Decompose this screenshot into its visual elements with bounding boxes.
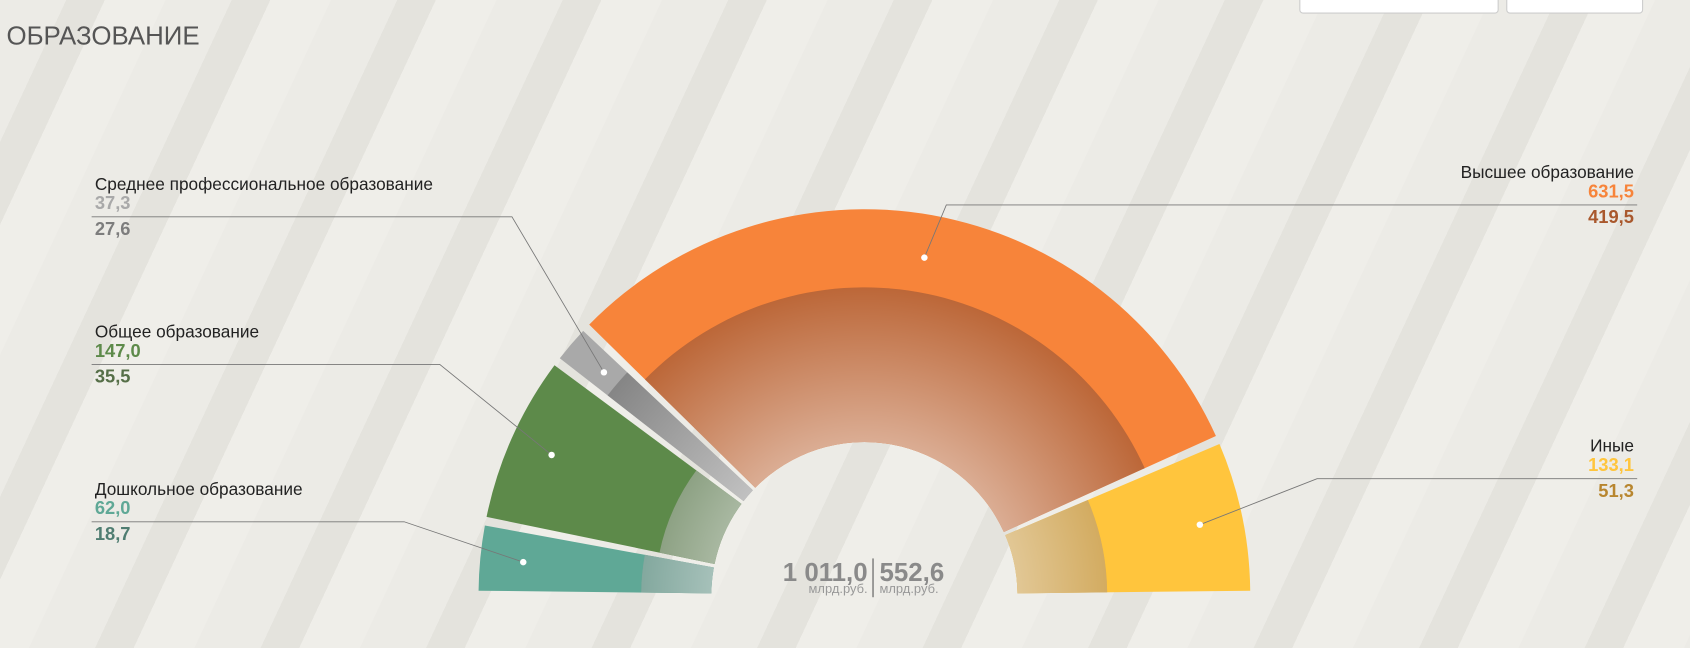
category-label: Высшее образование: [1461, 162, 1634, 182]
sector-glow: [1005, 500, 1108, 594]
dropdown[interactable]: [1506, 0, 1644, 14]
dropdown[interactable]: [1299, 0, 1499, 14]
leader-line: [91, 363, 552, 456]
leader-dot: [520, 558, 527, 566]
value-label: 35,5: [95, 366, 131, 387]
leader-dot: [921, 254, 928, 261]
value-label: 147,0: [95, 340, 141, 361]
value-label: 37,3: [95, 192, 131, 213]
total-label: 552,6: [879, 559, 944, 587]
leader-line: [1199, 478, 1638, 526]
value-label: 27,6: [95, 218, 131, 239]
leader-dot: [1196, 521, 1204, 528]
sector-glow: [641, 554, 714, 594]
category-label: Иные: [1590, 436, 1634, 456]
category-label: Общее образование: [95, 321, 259, 341]
sector-glow: [659, 470, 742, 565]
unit-label: млрд.руб.: [809, 581, 868, 596]
value-label: 419,5: [1588, 206, 1634, 227]
unit-label: млрд.руб.: [879, 581, 938, 596]
leader-dot: [548, 451, 555, 459]
sector-glow: [644, 287, 1145, 532]
total-label: 1 011,0: [783, 559, 868, 587]
value-label: 62,0: [95, 497, 131, 518]
category-label: Среднее профессиональное образование: [95, 174, 433, 194]
sector-glow: [607, 372, 753, 502]
leader-dot: [600, 369, 608, 376]
value-label: 51,3: [1598, 480, 1634, 501]
leader-line: [91, 216, 605, 373]
value-label: 631,5: [1588, 180, 1634, 201]
chart-title: ОБРАЗОВАНИЕ: [6, 22, 199, 50]
leader-line: [91, 521, 524, 563]
leader-line: [923, 204, 1638, 258]
category-label: Дошкольное образование: [95, 479, 303, 499]
value-label: 18,7: [95, 523, 131, 544]
value-label: 133,1: [1588, 454, 1634, 475]
